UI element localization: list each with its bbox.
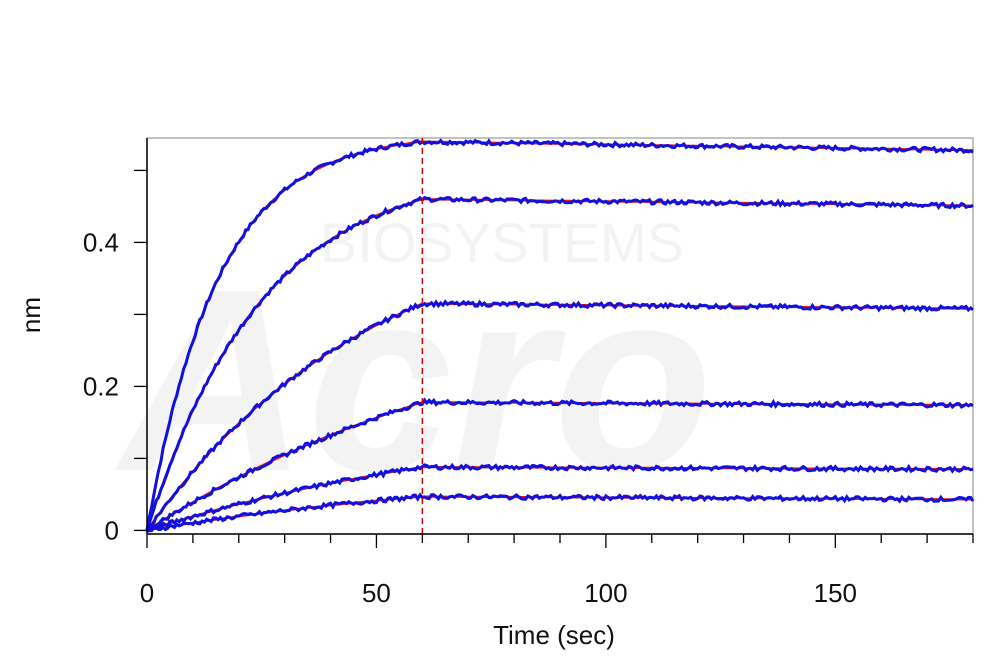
x-tick-label: 0: [140, 578, 154, 608]
x-tick-label: 150: [814, 578, 857, 608]
measured-data: [145, 138, 975, 533]
y-tick-label: 0: [105, 515, 119, 545]
y-axis-title: nm: [16, 297, 46, 333]
measured-curve-2: [145, 195, 974, 532]
measured-curve-6: [145, 492, 975, 533]
measured-curve-3: [145, 299, 974, 532]
measured-curve-4: [145, 397, 974, 533]
y-tick-label: 0.4: [83, 227, 119, 257]
x-axis-title: Time (sec): [493, 620, 615, 650]
x-tick-label: 50: [362, 578, 391, 608]
measured-curve-1: [145, 138, 974, 531]
watermark-biosystems: BIOSYSTEMS: [320, 211, 684, 274]
y-tick-label: 0.2: [83, 371, 119, 401]
watermark-acro: Acro: [112, 236, 713, 526]
y-axis-ticks: 0 0.2 0.4: [83, 169, 147, 545]
x-tick-label: 100: [584, 578, 627, 608]
measured-curve-5: [146, 462, 974, 533]
x-axis-ticks: 0 50 100 150: [140, 534, 974, 608]
